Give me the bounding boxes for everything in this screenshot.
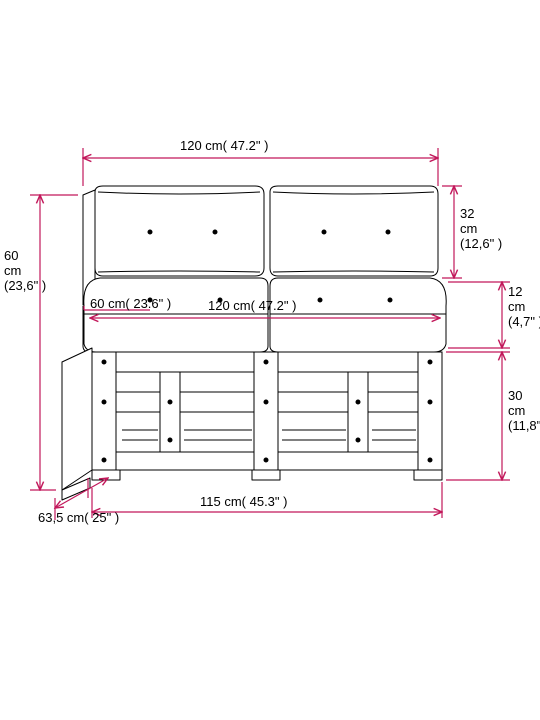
dim-val: 32 — [460, 206, 474, 221]
dim-backrest-h: 32 cm (12,6" ) — [460, 206, 502, 251]
dim-top-width: 120 cm( 47.2" ) — [180, 138, 268, 153]
dim-unit: cm — [4, 263, 21, 278]
dim-val: 30 — [508, 388, 522, 403]
dim-cushion-h: 12 cm (4,7" ) — [508, 284, 540, 329]
dim-unit: cm — [460, 221, 477, 236]
dim-imperial: (4,7" ) — [508, 314, 540, 329]
sofa-sketch — [62, 186, 446, 500]
dim-val: 60 — [4, 248, 18, 263]
diagram-svg — [0, 0, 540, 720]
dim-base-width: 115 cm( 45.3" ) — [200, 494, 287, 509]
dim-depth: 63,5 cm( 25" ) — [38, 510, 119, 525]
diagram-root: 120 cm( 47.2" ) 120 cm( 47.2" ) 60 cm( 2… — [0, 0, 540, 720]
dim-seat-depth: 60 cm( 23.6" ) — [90, 296, 171, 311]
dim-unit: cm — [508, 403, 525, 418]
dim-imperial: (23,6" ) — [4, 278, 46, 293]
dim-base-h: 30 cm (11,8" ) — [508, 388, 540, 433]
dim-seat-width: 120 cm( 47.2" ) — [208, 298, 296, 313]
dim-imperial: (12,6" ) — [460, 236, 502, 251]
dim-imperial: (11,8" ) — [508, 418, 540, 433]
dim-unit: cm — [508, 299, 525, 314]
dim-overall-h: 60 cm (23,6" ) — [4, 248, 46, 293]
dim-val: 12 — [508, 284, 522, 299]
